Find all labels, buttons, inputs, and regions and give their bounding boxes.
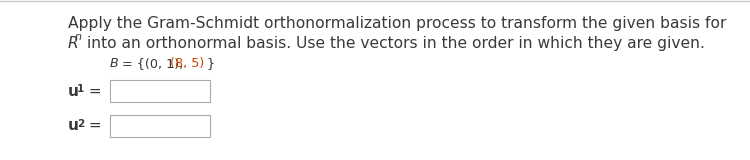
Text: into an orthonormal basis. Use the vectors in the order in which they are given.: into an orthonormal basis. Use the vecto… bbox=[82, 36, 705, 51]
Text: u: u bbox=[68, 119, 79, 133]
Text: =: = bbox=[84, 84, 102, 99]
FancyBboxPatch shape bbox=[110, 80, 210, 102]
Text: =: = bbox=[84, 119, 102, 133]
FancyBboxPatch shape bbox=[110, 115, 210, 137]
Text: = {(0, 1),: = {(0, 1), bbox=[118, 57, 188, 70]
Text: n: n bbox=[75, 32, 82, 42]
Text: R: R bbox=[68, 36, 79, 51]
Text: u: u bbox=[68, 84, 79, 99]
Text: B: B bbox=[110, 57, 118, 70]
Text: Apply the Gram-Schmidt orthonormalization process to transform the given basis f: Apply the Gram-Schmidt orthonormalizatio… bbox=[68, 16, 726, 31]
Text: (8, 5): (8, 5) bbox=[170, 57, 204, 70]
Text: }: } bbox=[206, 57, 214, 70]
Text: 2: 2 bbox=[77, 119, 84, 129]
Text: 1: 1 bbox=[77, 84, 84, 94]
